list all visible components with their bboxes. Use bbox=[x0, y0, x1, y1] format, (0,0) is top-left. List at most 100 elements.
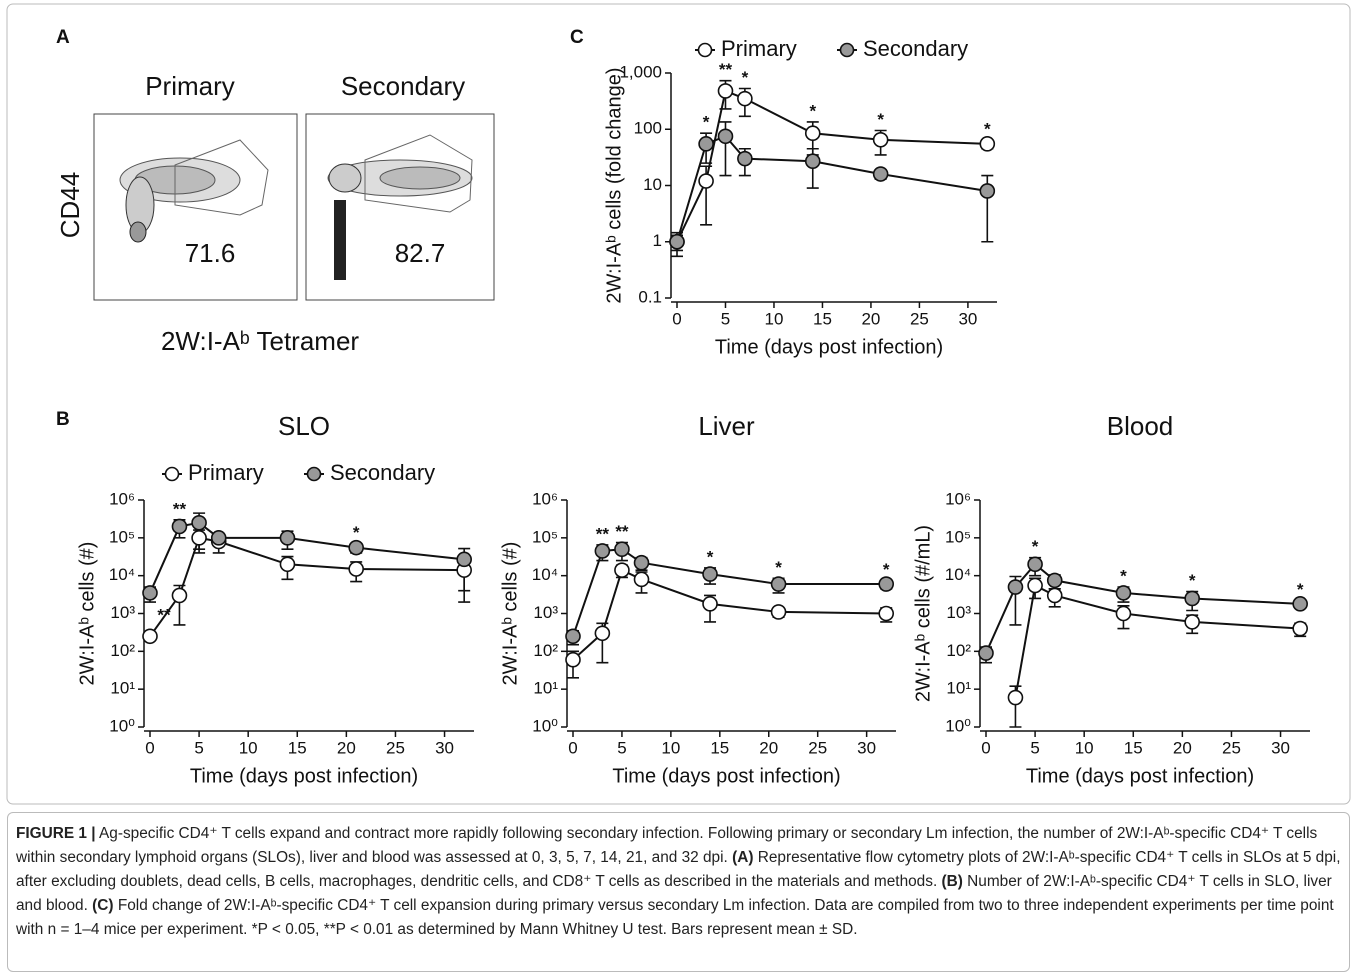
x-tick-label: 5 bbox=[194, 738, 203, 757]
y-tick-label: 10² bbox=[110, 641, 135, 660]
x-tick-label: 5 bbox=[721, 309, 730, 328]
significance: ** bbox=[173, 499, 187, 518]
data-point bbox=[874, 167, 888, 181]
data-point bbox=[670, 235, 684, 249]
y-tick-label: 10⁵ bbox=[945, 527, 971, 546]
data-point bbox=[143, 586, 157, 600]
significance: * bbox=[1032, 537, 1039, 556]
flow-title: Secondary bbox=[341, 71, 465, 101]
legend-marker bbox=[308, 468, 321, 481]
chart-title: Blood bbox=[1107, 411, 1174, 441]
y-tick-label: 10⁰ bbox=[532, 716, 558, 735]
y-tick-label: 10³ bbox=[946, 603, 971, 622]
series-line bbox=[573, 549, 886, 636]
data-point bbox=[1048, 573, 1062, 587]
data-point bbox=[1008, 580, 1022, 594]
y-tick-label: 1,000 bbox=[619, 62, 662, 81]
x-axis-label: Time (days post infection) bbox=[612, 765, 840, 787]
significance: ** bbox=[596, 524, 610, 543]
data-point bbox=[615, 542, 629, 556]
significance: ** bbox=[157, 606, 171, 625]
x-tick-label: 5 bbox=[1030, 738, 1039, 757]
legend-label: Secondary bbox=[863, 36, 968, 61]
x-tick-label: 20 bbox=[1173, 738, 1192, 757]
y-tick-label: 10² bbox=[533, 641, 558, 660]
x-tick-label: 25 bbox=[386, 738, 405, 757]
data-point bbox=[595, 626, 609, 640]
significance: ** bbox=[615, 522, 629, 541]
data-point bbox=[699, 137, 713, 151]
series-line bbox=[677, 136, 987, 241]
data-point bbox=[1008, 691, 1022, 705]
data-point bbox=[566, 653, 580, 667]
x-tick-label: 10 bbox=[1075, 738, 1094, 757]
data-point bbox=[703, 567, 717, 581]
x-tick-label: 0 bbox=[145, 738, 154, 757]
y-tick-label: 10⁴ bbox=[945, 565, 971, 584]
data-point bbox=[566, 629, 580, 643]
y-axis-label: 2W:I-Aᵇ cells (#) bbox=[499, 542, 521, 686]
legend-label: Secondary bbox=[330, 460, 435, 485]
data-point bbox=[280, 557, 294, 571]
significance: * bbox=[703, 113, 710, 132]
flow-ylabel: CD44 bbox=[55, 172, 85, 238]
data-point bbox=[212, 531, 226, 545]
data-point bbox=[806, 154, 820, 168]
data-point bbox=[1116, 607, 1130, 621]
y-axis-label: 2W:I-Aᵇ cells (#) bbox=[76, 542, 98, 686]
x-tick-label: 20 bbox=[861, 309, 880, 328]
data-point bbox=[879, 577, 893, 591]
x-axis-label: Time (days post infection) bbox=[1026, 765, 1254, 787]
y-tick-label: 10⁵ bbox=[109, 527, 135, 546]
data-point bbox=[192, 516, 206, 530]
data-point bbox=[635, 556, 649, 570]
data-point bbox=[349, 541, 363, 555]
gate-percent: 82.7 bbox=[395, 238, 446, 268]
y-tick-label: 10⁴ bbox=[109, 565, 135, 584]
data-point bbox=[1028, 557, 1042, 571]
data-point bbox=[806, 126, 820, 140]
x-tick-label: 20 bbox=[337, 738, 356, 757]
significance: * bbox=[353, 523, 360, 542]
data-point bbox=[457, 552, 471, 566]
data-point bbox=[772, 577, 786, 591]
significance: * bbox=[775, 558, 782, 577]
x-axis-label: Time (days post infection) bbox=[715, 336, 943, 358]
data-point bbox=[699, 174, 713, 188]
significance: * bbox=[883, 560, 890, 579]
panel-label: B bbox=[56, 409, 70, 430]
data-point bbox=[703, 597, 717, 611]
significance: * bbox=[742, 68, 749, 87]
y-tick-label: 10¹ bbox=[946, 679, 971, 698]
legend-label: Primary bbox=[188, 460, 264, 485]
x-tick-label: 10 bbox=[239, 738, 258, 757]
x-tick-label: 25 bbox=[1222, 738, 1241, 757]
y-tick-label: 0.1 bbox=[638, 287, 662, 306]
y-tick-label: 10⁶ bbox=[945, 489, 971, 508]
data-point bbox=[718, 84, 732, 98]
x-tick-label: 0 bbox=[568, 738, 577, 757]
data-point bbox=[980, 184, 994, 198]
x-tick-label: 15 bbox=[288, 738, 307, 757]
data-point bbox=[979, 646, 993, 660]
data-point bbox=[615, 563, 629, 577]
data-point bbox=[738, 152, 752, 166]
data-point bbox=[1116, 586, 1130, 600]
series-line bbox=[677, 91, 987, 242]
chart-title: Liver bbox=[698, 411, 755, 441]
legend-marker bbox=[166, 468, 179, 481]
x-tick-label: 0 bbox=[672, 309, 681, 328]
y-tick-label: 10⁰ bbox=[109, 716, 135, 735]
data-point bbox=[980, 137, 994, 151]
flow-title: Primary bbox=[145, 71, 235, 101]
data-point bbox=[143, 629, 157, 643]
chart-title: SLO bbox=[278, 411, 330, 441]
data-point bbox=[192, 531, 206, 545]
x-tick-label: 15 bbox=[813, 309, 832, 328]
flow-plot bbox=[306, 114, 494, 300]
figure: A B C Primary Secondary CD44 2W:I-Aᵇ Tet… bbox=[0, 0, 1357, 812]
significance: * bbox=[809, 101, 816, 120]
data-point bbox=[280, 531, 294, 545]
significance: * bbox=[984, 119, 991, 138]
y-tick-label: 10⁶ bbox=[109, 489, 135, 508]
